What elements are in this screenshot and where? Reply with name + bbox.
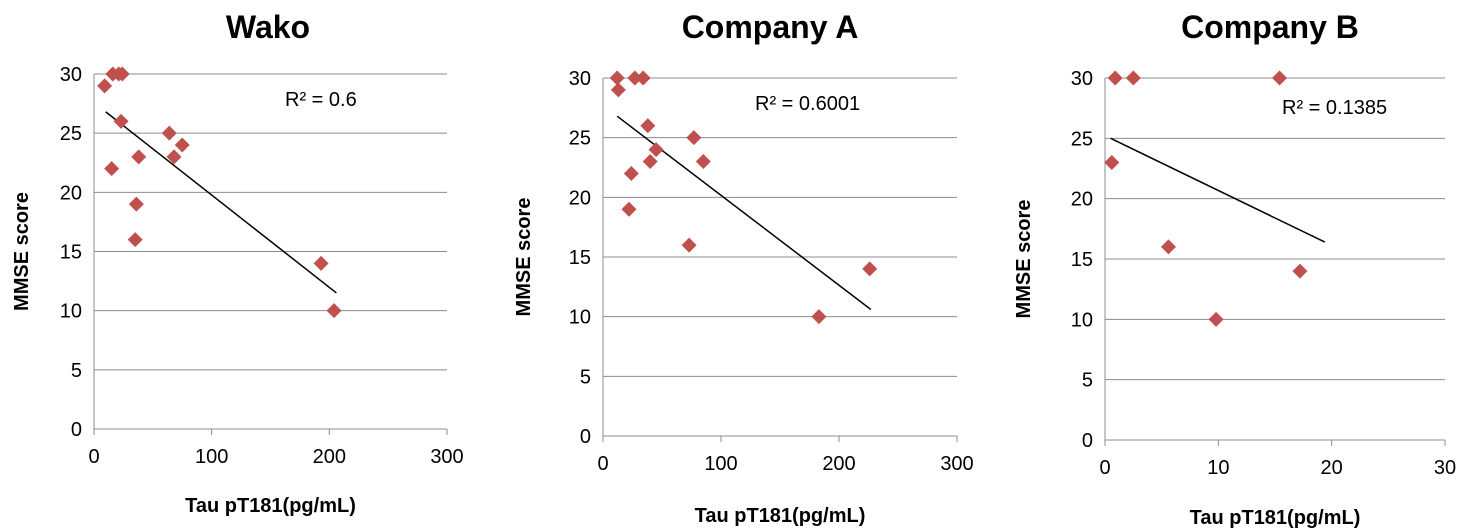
data-point [1107,70,1123,86]
y-tick-label: 10 [1071,309,1093,331]
x-axis-label: Tau pT181(pg/mL) [185,495,356,517]
y-tick-label: 25 [60,123,82,145]
data-point [97,78,113,94]
y-tick-label: 10 [60,301,82,323]
x-tick-label: 20 [1321,457,1343,479]
chart-title: Company B [1181,9,1359,45]
data-point [128,196,144,212]
y-tick-label: 20 [60,182,82,204]
data-point [862,261,878,277]
x-tick-label: 200 [313,446,346,468]
y-axis-label: MMSE score [1013,200,1035,319]
y-tick-label: 30 [60,64,82,86]
y-tick-label: 5 [580,366,591,388]
y-tick-label: 0 [580,426,591,448]
y-tick-label: 20 [1071,189,1093,211]
data-point [1125,70,1141,86]
data-point [623,165,639,181]
chart-title: Company A [682,9,859,45]
data-point [642,154,658,170]
data-point [621,201,637,217]
y-tick-label: 15 [569,247,591,269]
data-point [635,70,651,86]
r-squared-annotation: R² = 0.6 [285,89,357,111]
data-point [104,161,120,177]
data-point [610,82,626,98]
data-point [648,142,664,158]
data-point [174,137,190,153]
x-tick-label: 100 [704,453,737,475]
data-point [1272,70,1288,86]
trendline [105,111,337,294]
y-tick-label: 15 [60,242,82,264]
y-tick-label: 25 [569,128,591,150]
x-axis-label: Tau pT181(pg/mL) [695,505,866,527]
y-axis-label: MMSE score [11,192,33,311]
data-point [640,118,656,134]
data-point [326,303,342,319]
data-point [1104,154,1120,170]
x-tick-label: 0 [88,446,99,468]
x-tick-label: 0 [1099,457,1110,479]
y-tick-label: 25 [1071,128,1093,150]
x-tick-label: 30 [1434,457,1456,479]
x-tick-label: 300 [430,446,463,468]
y-tick-label: 5 [71,360,82,382]
y-tick-label: 0 [71,419,82,441]
chart-panel-3: Company B 0 5 10 15 20 25 30 0 10 20 30 Tau pT181(pg… [1013,9,1456,529]
y-tick-label: 5 [1082,370,1093,392]
y-tick-label: 30 [569,68,591,90]
y-axis-label: MMSE score [513,198,535,317]
y-tick-label: 15 [1071,249,1093,271]
r-squared-annotation: R² = 0.1385 [1282,97,1387,119]
y-tick-label: 20 [569,187,591,209]
data-point [609,70,625,86]
data-point [131,149,147,165]
x-tick-label: 300 [940,453,973,475]
x-axis-label: Tau pT181(pg/mL) [1190,507,1361,529]
data-point [627,70,643,86]
data-point [695,154,711,170]
data-point [113,113,129,129]
data-point [313,255,329,271]
trendline [1110,137,1326,243]
data-point [811,309,827,325]
x-tick-label: 200 [822,453,855,475]
data-point [161,125,177,141]
x-tick-label: 0 [597,453,608,475]
data-point [1160,239,1176,255]
data-point [127,232,143,248]
data-point [686,130,702,146]
y-tick-label: 30 [1071,68,1093,90]
y-tick-label: 10 [569,307,591,329]
r-squared-annotation: R² = 0.6001 [755,93,860,115]
data-point [681,237,697,253]
data-point [1292,263,1308,279]
y-tick-label: 0 [1082,430,1093,452]
x-tick-label: 100 [195,446,228,468]
data-point [1208,311,1224,327]
chart-title: Wako [226,9,310,45]
data-point [114,66,130,82]
data-point [166,149,182,165]
x-tick-label: 10 [1207,457,1229,479]
